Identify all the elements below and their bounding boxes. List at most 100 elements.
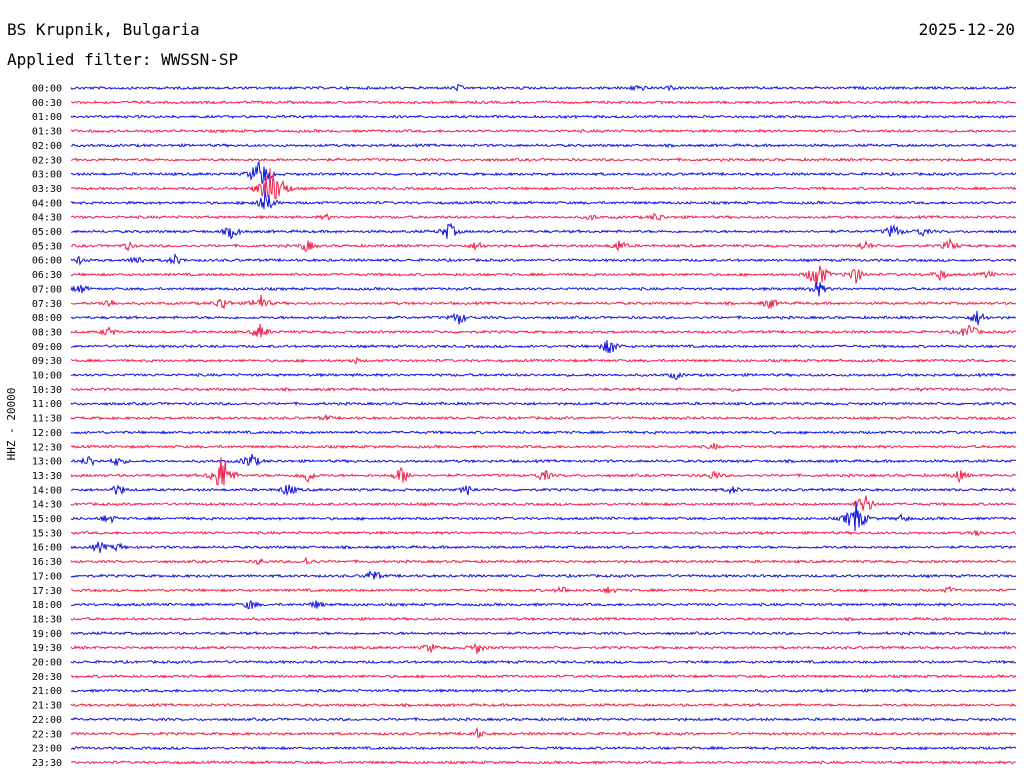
trace-row-1500	[70, 501, 1017, 532]
trace-row-0130	[70, 128, 1017, 134]
time-tick-label: 06:00	[32, 256, 62, 267]
time-tick-label: 18:00	[32, 600, 62, 611]
trace-row-1330	[70, 457, 1017, 486]
trace-row-1930	[70, 642, 1017, 654]
time-tick-label: 10:00	[32, 371, 62, 382]
time-tick-label: 08:30	[32, 327, 62, 338]
y-axis-label: HHZ - 20000	[5, 388, 18, 461]
trace-row-1130	[70, 414, 1017, 421]
time-tick-label: 20:30	[32, 672, 62, 683]
time-tick-label: 07:00	[32, 284, 62, 295]
time-tick-label: 21:30	[32, 701, 62, 712]
trace-row-0830	[70, 323, 1017, 338]
trace-row-2200	[70, 716, 1017, 722]
time-tick-label: 12:00	[32, 428, 62, 439]
trace-row-2030	[70, 673, 1017, 679]
trace-row-1230	[70, 443, 1017, 451]
time-tick-label: 13:00	[32, 457, 62, 468]
time-tick-label: 10:30	[32, 385, 62, 396]
trace-row-0930	[70, 357, 1017, 365]
trace-row-0700	[70, 281, 1017, 297]
trace-row-0300	[70, 160, 1017, 185]
time-tick-label: 19:30	[32, 643, 62, 654]
time-tick-label: 01:30	[32, 127, 62, 138]
trace-row-1530	[70, 529, 1017, 537]
time-tick-label: 08:00	[32, 313, 62, 324]
trace-row-1200	[70, 429, 1017, 435]
time-tick-label: 14:30	[32, 500, 62, 511]
trace-row-1830	[70, 616, 1017, 622]
time-tick-label: 04:30	[32, 213, 62, 224]
trace-row-0530	[70, 237, 1017, 253]
trace-row-0000	[70, 83, 1017, 92]
time-tick-label: 03:00	[32, 170, 62, 181]
trace-row-1800	[70, 599, 1017, 610]
time-tick-label: 14:00	[32, 485, 62, 496]
time-tick-label: 19:00	[32, 629, 62, 640]
trace-row-1100	[70, 401, 1017, 407]
time-tick-label: 17:00	[32, 571, 62, 582]
trace-row-0500	[70, 222, 1017, 240]
trace-row-1600	[70, 541, 1017, 553]
time-tick-label: 04:00	[32, 198, 62, 209]
trace-row-0430	[70, 212, 1017, 221]
time-tick-label: 02:00	[32, 141, 62, 152]
trace-row-0100	[70, 114, 1017, 120]
time-tick-label: 07:30	[32, 299, 62, 310]
filter-label: Applied filter: WWSSN-SP	[7, 50, 239, 69]
time-tick-label: 17:30	[32, 586, 62, 597]
trace-row-0600	[70, 252, 1017, 267]
time-tick-label: 00:30	[32, 98, 62, 109]
trace-row-2000	[70, 659, 1017, 665]
time-tick-label: 09:00	[32, 342, 62, 353]
trace-row-2300	[70, 745, 1017, 751]
trace-row-0900	[70, 340, 1017, 354]
trace-row-0330	[70, 168, 1017, 200]
trace-row-1300	[70, 453, 1017, 467]
trace-row-1400	[70, 483, 1017, 497]
time-tick-label: 12:30	[32, 442, 62, 453]
trace-row-0630	[70, 265, 1017, 285]
time-tick-label: 21:00	[32, 686, 62, 697]
time-tick-label: 22:00	[32, 715, 62, 726]
time-tick-label: 20:00	[32, 658, 62, 669]
trace-row-0030	[70, 99, 1017, 105]
time-tick-label: 18:30	[32, 614, 62, 625]
trace-row-1000	[70, 371, 1017, 381]
trace-row-0400	[70, 189, 1017, 210]
trace-row-1630	[70, 556, 1017, 566]
trace-row-2330	[70, 759, 1017, 766]
trace-row-0730	[70, 294, 1017, 310]
time-tick-label: 11:00	[32, 399, 62, 410]
trace-row-1900	[70, 630, 1017, 636]
station-title: BS Krupnik, Bulgaria	[7, 20, 200, 39]
time-tick-label: 02:30	[32, 155, 62, 166]
time-tick-label: 16:00	[32, 543, 62, 554]
time-tick-label: 22:30	[32, 729, 62, 740]
time-tick-label: 23:00	[32, 744, 62, 755]
time-tick-label: 23:30	[32, 758, 62, 769]
trace-row-2130	[70, 702, 1017, 708]
time-tick-label: 15:00	[32, 514, 62, 525]
time-tick-label: 03:30	[32, 184, 62, 195]
trace-row-1030	[70, 386, 1017, 393]
trace-row-1730	[70, 585, 1017, 595]
time-tick-label: 09:30	[32, 356, 62, 367]
trace-row-2100	[70, 688, 1017, 694]
time-tick-label: 06:30	[32, 270, 62, 281]
trace-row-0200	[70, 142, 1017, 149]
trace-row-1700	[70, 569, 1017, 580]
trace-row-0230	[70, 157, 1017, 163]
time-tick-label: 13:30	[32, 471, 62, 482]
time-tick-label: 11:30	[32, 414, 62, 425]
time-tick-label: 16:30	[32, 557, 62, 568]
trace-row-1430	[70, 495, 1017, 511]
time-tick-label: 05:30	[32, 241, 62, 252]
time-tick-label: 15:30	[32, 528, 62, 539]
trace-row-2230	[70, 726, 1017, 738]
time-tick-label: 01:00	[32, 112, 62, 123]
time-tick-label: 05:00	[32, 227, 62, 238]
time-tick-label: 00:00	[32, 84, 62, 95]
